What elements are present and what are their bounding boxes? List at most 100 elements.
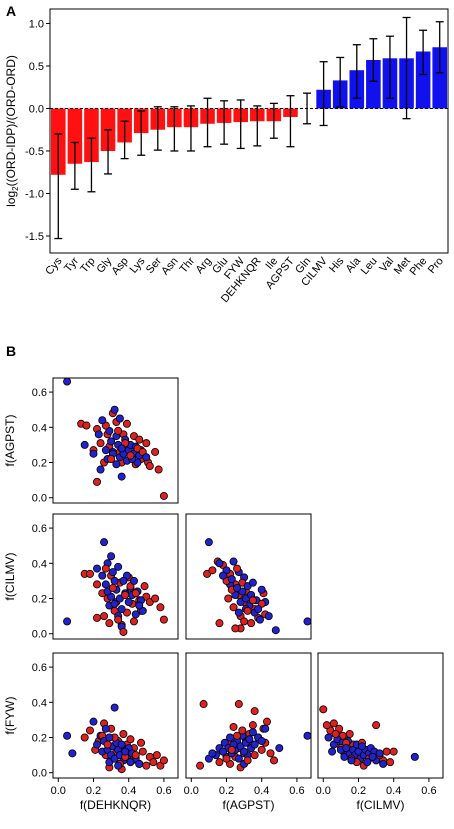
point-red xyxy=(331,729,340,738)
y-axis-label-subscript: 2 xyxy=(11,186,20,191)
point-blue xyxy=(303,731,312,740)
point-red xyxy=(243,606,252,615)
row-axis-label: f(AGPST) xyxy=(3,414,17,466)
point-red xyxy=(159,756,168,765)
point-red xyxy=(238,726,247,735)
y-tick-label: 0.0 xyxy=(32,493,47,505)
y-tick-label: 0.4 xyxy=(32,697,47,709)
point-red xyxy=(101,564,110,573)
point-blue xyxy=(129,576,138,585)
point-red xyxy=(126,451,135,460)
point-blue xyxy=(218,571,227,580)
point-blue xyxy=(229,557,238,566)
point-red xyxy=(140,582,149,591)
point-red xyxy=(208,566,217,575)
point-red xyxy=(152,751,161,760)
panel-letter-a: A xyxy=(6,3,16,19)
point-red xyxy=(119,627,128,636)
point-blue xyxy=(110,703,119,712)
point-red xyxy=(126,735,135,744)
point-blue xyxy=(328,747,337,756)
point-blue xyxy=(250,740,259,749)
point-red xyxy=(240,617,249,626)
point-blue xyxy=(119,576,128,585)
category-label: Leu xyxy=(359,255,380,277)
point-blue xyxy=(233,583,242,592)
point-blue xyxy=(93,740,102,749)
point-blue xyxy=(303,617,312,626)
point-blue xyxy=(358,742,367,751)
point-red xyxy=(372,721,381,730)
y-tick-label: 0.2 xyxy=(32,733,47,745)
point-blue xyxy=(94,430,103,439)
point-red xyxy=(159,491,168,500)
point-red xyxy=(222,754,231,763)
point-blue xyxy=(101,446,110,455)
y-tick-label: 0.6 xyxy=(32,523,47,535)
category-label: Pro xyxy=(426,255,446,276)
y-tick-label: 0.6 xyxy=(32,662,47,674)
y-tick-label: 0.0 xyxy=(32,629,47,641)
point-red xyxy=(229,603,238,612)
point-blue xyxy=(375,749,384,758)
scatter-subplot: 0.0 0.2 0.4 0.6 f(FYW) 0.0 0.2 0.4 0.6 f(DEHKNQR) xyxy=(3,652,179,812)
scatter-subplot xyxy=(185,513,312,640)
point-blue xyxy=(347,756,356,765)
scatter-subplot: 0.0 0.2 0.4 0.6 f(CILMV) xyxy=(3,513,179,641)
point-red xyxy=(103,740,112,749)
point-blue xyxy=(226,733,235,742)
point-red xyxy=(119,729,128,738)
point-red xyxy=(199,700,208,709)
point-red xyxy=(233,731,242,740)
column-axis-label: f(AGPST) xyxy=(222,798,274,812)
point-red xyxy=(215,619,224,628)
point-red xyxy=(154,465,163,474)
column-axis-label: f(DEHKNQR) xyxy=(80,798,151,812)
y-tick-label: 0.4 xyxy=(32,558,47,570)
point-red xyxy=(149,758,158,767)
y-tick-label: 0.2 xyxy=(32,458,47,470)
point-blue xyxy=(107,552,116,561)
point-red xyxy=(248,596,257,605)
point-blue xyxy=(101,580,110,589)
point-red xyxy=(142,761,151,770)
point-blue xyxy=(248,578,257,587)
y-axis-label: log2((ORD-IDP)/(ORD-ORD) xyxy=(4,55,20,207)
point-blue xyxy=(121,747,130,756)
point-red xyxy=(100,612,109,621)
y-tick-label: 0.4 xyxy=(32,422,47,434)
x-tick-label: 0.4 xyxy=(121,785,136,797)
point-blue xyxy=(135,759,144,768)
x-tick-label: 0.6 xyxy=(156,785,171,797)
point-red xyxy=(151,594,160,603)
point-red xyxy=(121,590,130,599)
point-blue xyxy=(89,449,98,458)
plot-frame xyxy=(49,8,449,254)
point-red xyxy=(93,580,102,589)
panel-b-scatter-matrix: 0.0 0.2 0.4 0.6 f(AGPST) 0.0 0.2 0.4 0.6 f(CILMV)… xyxy=(3,377,444,812)
point-blue xyxy=(208,749,217,758)
point-red xyxy=(129,617,138,626)
x-tick-label: 0.2 xyxy=(351,785,366,797)
point-blue xyxy=(342,744,351,753)
point-blue xyxy=(68,749,77,758)
point-blue xyxy=(410,752,419,761)
point-red xyxy=(131,751,140,760)
point-red xyxy=(196,761,205,770)
point-red xyxy=(266,749,275,758)
point-blue xyxy=(117,472,126,481)
point-blue xyxy=(261,724,270,733)
point-blue xyxy=(234,608,243,617)
point-red xyxy=(156,603,165,612)
point-red xyxy=(105,619,114,628)
point-red xyxy=(93,477,102,486)
point-red xyxy=(250,707,259,716)
point-red xyxy=(224,594,233,603)
x-tick-label: 0.2 xyxy=(86,785,101,797)
point-red xyxy=(233,564,242,573)
y-axis-label-rest: ((ORD-IDP)/(ORD-ORD) xyxy=(4,55,18,186)
point-red xyxy=(389,747,398,756)
point-red xyxy=(114,426,123,435)
